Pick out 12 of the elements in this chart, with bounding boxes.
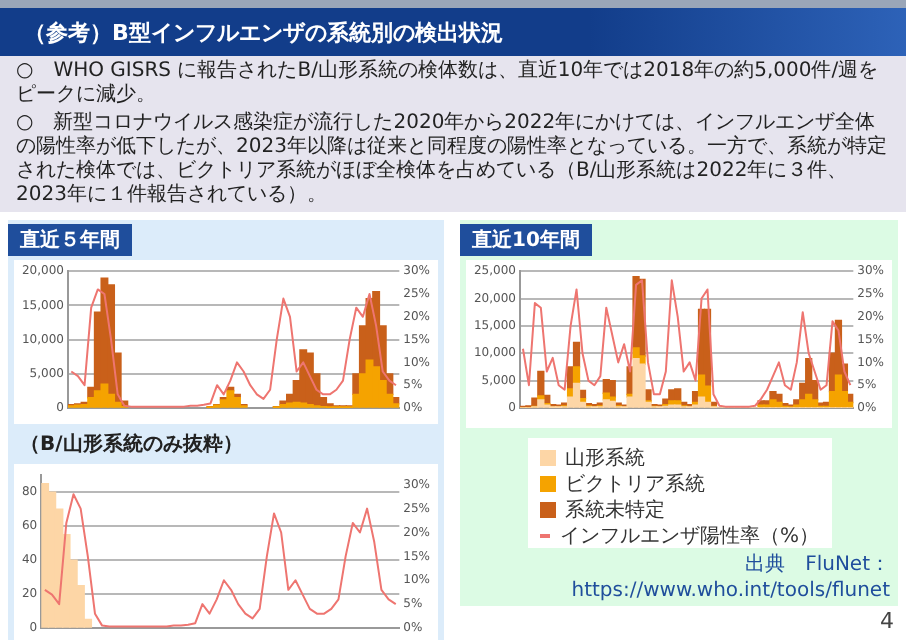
text: （参考）B型インフルエンザの系統別の検出状況 (24, 18, 503, 48)
chart-title: （B/山形系統のみ抜粋） (18, 431, 245, 460)
text: 4 (880, 608, 894, 634)
text: ○ WHO GISRS に報告されたB/山形系統の検体数は、直近10年では2018年の約5,000件/週をピークに減少。 (16, 60, 881, 108)
source-note: 出典 FluNet：https://www.who.int/tools/flunet (569, 552, 890, 604)
text: ○ 新型コロナウイルス感染症が流行した2020年から2022年にかけては、インフルエンザ全体の陽性率が低下したが、2023年以降は従来と同程度の陽性率となっている。一方で、系統が特定された検体では、ビクトリア系統がほぼ全検体を占めている（B/山形系統は2022年に３件、2023年に１件報告されている）。 (16, 112, 889, 208)
legend-label: インフルエンザ陽性率（%） (559, 523, 819, 549)
legend-label: 山形系統 (565, 445, 645, 471)
legend-label: 系統未特定 (565, 497, 665, 523)
legend-label: ビクトリア系統 (565, 471, 705, 497)
chart-title: 直近５年間 (8, 224, 132, 256)
chart-title: 直近10年間 (460, 224, 592, 256)
